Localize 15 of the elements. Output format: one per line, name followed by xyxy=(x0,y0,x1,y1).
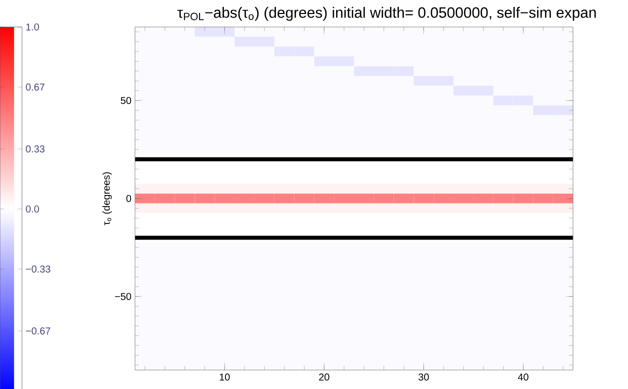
x-tick-label: 30 xyxy=(418,374,429,381)
y-tick-label: 50 xyxy=(120,96,132,104)
color-bar-label: −0.67 xyxy=(26,327,50,334)
chart-title: τ$_{POL}$−abs(τ$_{o}$) (degrees) initial width= 0.0500000, self−sim expan xyxy=(177,6,596,21)
y-tick-label: −50 xyxy=(115,292,132,300)
color-bar-label: 1.0 xyxy=(26,23,39,31)
color-bar-label: −0.33 xyxy=(26,266,50,273)
color-bar-label: 0.33 xyxy=(26,145,44,152)
x-tick-label: 10 xyxy=(220,374,230,381)
y-axis-title: τ$_{o}$ (degrees) xyxy=(102,172,112,226)
y-tick-label: 0 xyxy=(126,194,132,202)
color-bar-label: 0.0 xyxy=(26,205,39,213)
x-tick-label: 20 xyxy=(319,374,330,381)
color-bar-label: 0.67 xyxy=(26,84,44,91)
x-tick-label: 40 xyxy=(518,374,528,381)
